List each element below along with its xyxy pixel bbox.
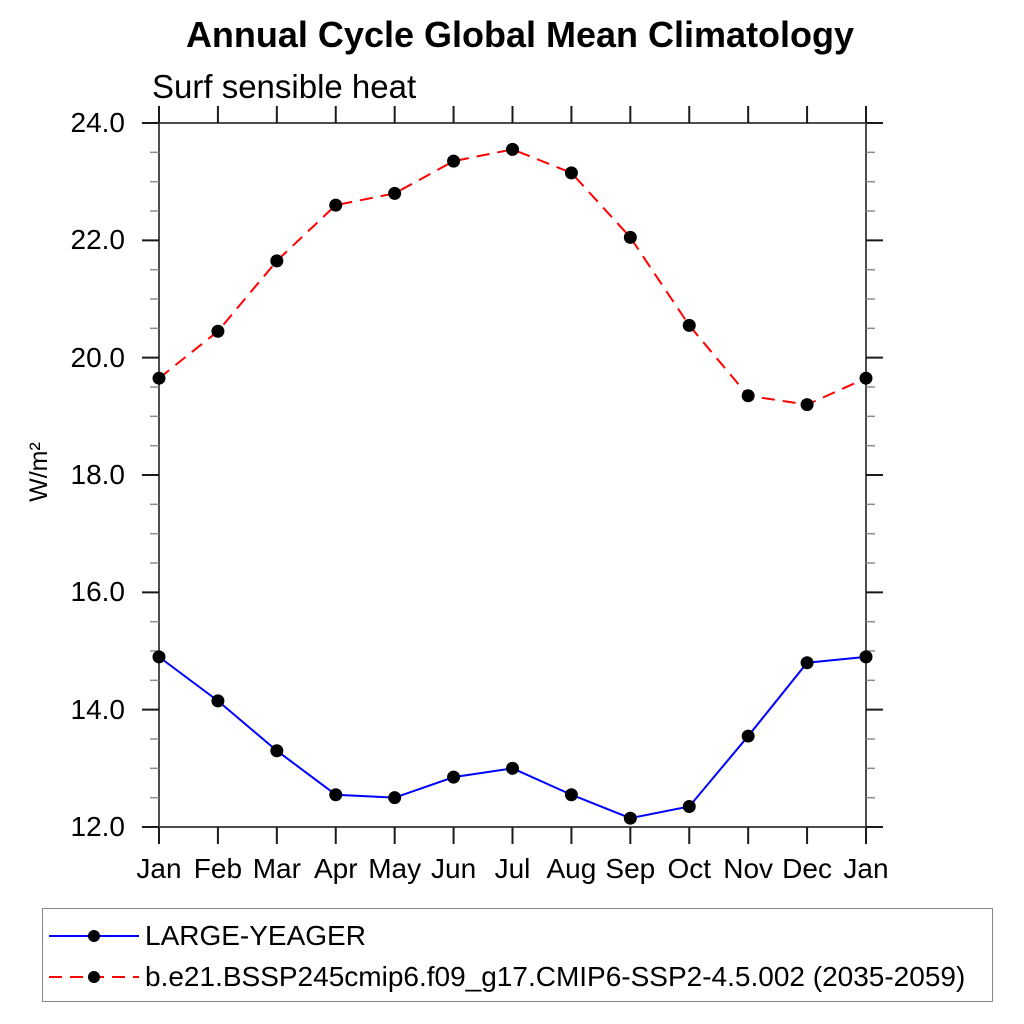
data-point-marker	[211, 324, 225, 338]
data-point-marker	[800, 398, 814, 412]
data-point-marker	[564, 788, 578, 802]
y-tick-label: 12.0	[70, 811, 126, 842]
data-point-marker	[152, 650, 166, 664]
data-point-marker	[741, 729, 755, 743]
legend-label: b.e21.BSSP245cmip6.f09_g17.CMIP6-SSP2-4.…	[145, 961, 966, 992]
data-point-marker	[211, 694, 225, 708]
chart-title: Annual Cycle Global Mean Climatology	[185, 14, 855, 55]
data-point-marker	[270, 744, 284, 758]
data-point-marker	[447, 154, 461, 168]
y-tick-label: 22.0	[70, 224, 126, 256]
x-tick-label: Apr	[313, 853, 358, 884]
series-line-0	[158, 655, 867, 820]
y-tick-label: 20.0	[70, 341, 126, 373]
data-point-marker	[741, 389, 755, 403]
x-tick-label: Jan	[136, 853, 182, 884]
data-point-marker	[682, 318, 696, 332]
x-tick-label: Oct	[667, 853, 712, 884]
legend-line-sample-solid	[49, 930, 139, 942]
data-point-marker	[564, 166, 578, 180]
data-point-marker	[506, 142, 519, 156]
legend-item-cmip6-ssp2: b.e21.BSSP245cmip6.f09_g17.CMIP6-SSP2-4.…	[47, 961, 966, 992]
x-tick-label: Feb	[193, 853, 243, 884]
x-tick-label: Dec	[782, 853, 832, 884]
legend-marker-icon	[88, 930, 100, 942]
y-tick-label: 14.0	[70, 693, 126, 725]
x-tick-label: Nov	[723, 853, 774, 884]
series-line-1	[158, 148, 867, 406]
legend-item-large-yeager: LARGE-YEAGER	[47, 920, 366, 951]
data-point-marker	[506, 761, 519, 775]
x-tick-label: Sep	[605, 853, 656, 884]
y-tick-label: 24.0	[70, 107, 126, 138]
data-point-marker	[623, 230, 637, 244]
data-point-marker	[329, 198, 343, 212]
data-point-marker	[152, 371, 166, 385]
x-tick-label: Jan	[843, 853, 889, 884]
legend-line-sample-dashed	[49, 971, 139, 983]
data-point-marker	[623, 811, 637, 825]
x-tick-label: Jun	[431, 853, 477, 884]
x-tick-label: Mar	[252, 853, 301, 884]
data-point-marker	[447, 770, 461, 784]
data-point-marker	[682, 799, 696, 813]
y-tick-label: 16.0	[70, 576, 126, 608]
data-point-marker	[329, 788, 343, 802]
legend: LARGE-YEAGER b.e21.BSSP245cmip6.f09_g17.…	[42, 908, 993, 1002]
data-point-marker	[859, 650, 873, 664]
data-point-marker	[388, 186, 402, 200]
y-tick-label: 18.0	[70, 459, 126, 490]
data-point-marker	[859, 371, 873, 385]
data-point-marker	[388, 791, 402, 805]
legend-label: LARGE-YEAGER	[145, 920, 366, 951]
chart-subtitle: Surf sensible heat	[152, 68, 417, 105]
legend-marker-icon	[88, 971, 100, 983]
x-tick-label: May	[368, 853, 422, 884]
x-tick-label: Jul	[494, 853, 531, 884]
x-tick-label: Aug	[546, 853, 597, 884]
data-point-marker	[800, 656, 814, 670]
data-point-marker	[270, 254, 284, 268]
